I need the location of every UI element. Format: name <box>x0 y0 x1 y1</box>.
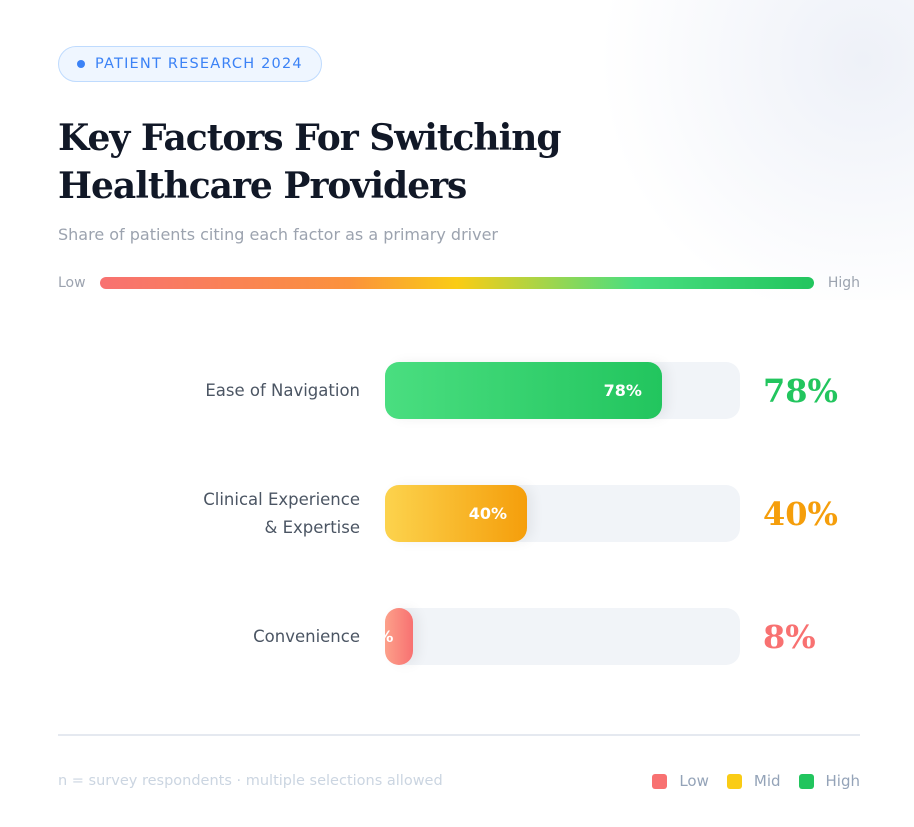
bar-fill: 78% <box>385 362 662 419</box>
bar-value-label: 40% <box>763 494 838 533</box>
footnote: n = survey respondents · multiple select… <box>58 773 443 789</box>
bar-row: Clinical Experience & Expertise 40% 40% <box>0 485 914 542</box>
bar-value-label: 78% <box>763 371 838 410</box>
bar-category-label: Clinical Experience & Expertise <box>203 489 360 537</box>
bar-category-label: Convenience <box>253 626 360 646</box>
scale-low-label: Low <box>58 275 86 291</box>
legend-label: Low <box>679 772 709 790</box>
bar-row: Convenience 8% 8% <box>0 608 914 665</box>
bar-value-label: 8% <box>763 617 816 656</box>
bar-inner-label: 40% <box>468 504 507 523</box>
bar-row: Ease of Navigation 78% 78% <box>0 362 914 419</box>
bar-fill: 8% <box>385 608 414 665</box>
chart-subtitle: Share of patients citing each factor as … <box>58 225 498 244</box>
bar-track: 40% <box>385 485 740 542</box>
category-badge: PATIENT RESEARCH 2024 <box>58 46 322 82</box>
legend-swatch <box>652 773 668 789</box>
chart-title: Key Factors For Switching Healthcare Pro… <box>58 117 562 207</box>
badge-label: PATIENT RESEARCH 2024 <box>95 56 303 72</box>
legend-label: Mid <box>753 772 781 790</box>
legend-label: High <box>825 772 860 790</box>
bar-inner-label: 8% <box>385 627 413 646</box>
bar-track: 78% <box>385 362 740 419</box>
bar-inner-label: 78% <box>603 381 642 400</box>
bar-category-label: Ease of Navigation <box>205 380 360 400</box>
badge-dot-icon <box>77 60 85 68</box>
bar-track: 8% <box>385 608 740 665</box>
scale-high-label: High <box>827 275 860 291</box>
legend-item: Mid <box>726 772 781 790</box>
scale-gradient <box>99 277 814 289</box>
color-scale: Low High <box>58 272 860 294</box>
legend-swatch <box>798 773 814 789</box>
legend-swatch <box>726 773 742 789</box>
background-glow <box>574 0 914 300</box>
legend-item: High <box>798 772 860 790</box>
bar-fill: 40% <box>385 485 527 542</box>
legend: Low Mid High <box>652 772 860 790</box>
divider <box>58 734 860 736</box>
legend-item: Low <box>652 772 709 790</box>
